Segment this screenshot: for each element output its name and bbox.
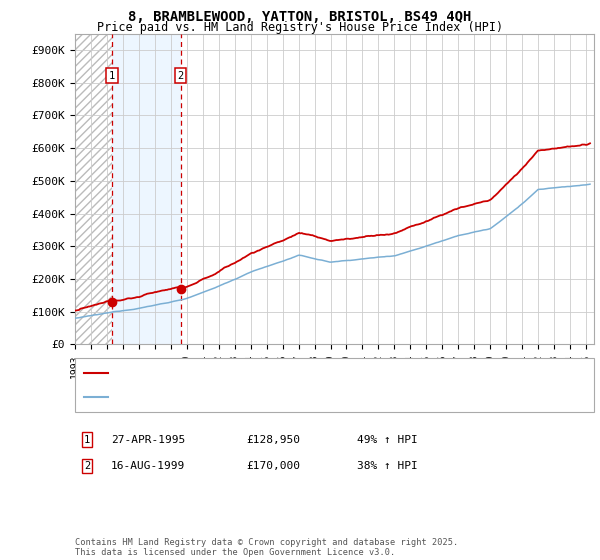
Text: 38% ↑ HPI: 38% ↑ HPI <box>357 461 418 471</box>
Text: HPI: Average price, detached house, North Somerset: HPI: Average price, detached house, Nort… <box>111 391 424 402</box>
Text: 8, BRAMBLEWOOD, YATTON, BRISTOL, BS49 4QH: 8, BRAMBLEWOOD, YATTON, BRISTOL, BS49 4Q… <box>128 10 472 24</box>
Text: 8, BRAMBLEWOOD, YATTON, BRISTOL, BS49 4QH (detached house): 8, BRAMBLEWOOD, YATTON, BRISTOL, BS49 4Q… <box>111 368 473 379</box>
Text: £170,000: £170,000 <box>246 461 300 471</box>
Text: Price paid vs. HM Land Registry's House Price Index (HPI): Price paid vs. HM Land Registry's House … <box>97 21 503 34</box>
Text: 2: 2 <box>178 71 184 81</box>
Text: 2: 2 <box>84 461 90 471</box>
Text: 16-AUG-1999: 16-AUG-1999 <box>111 461 185 471</box>
Bar <box>75 34 112 344</box>
Text: 27-APR-1995: 27-APR-1995 <box>111 435 185 445</box>
Bar <box>112 34 181 344</box>
Text: £128,950: £128,950 <box>246 435 300 445</box>
Text: 1: 1 <box>84 435 90 445</box>
Text: 49% ↑ HPI: 49% ↑ HPI <box>357 435 418 445</box>
Text: Contains HM Land Registry data © Crown copyright and database right 2025.
This d: Contains HM Land Registry data © Crown c… <box>75 538 458 557</box>
Text: 1: 1 <box>109 71 115 81</box>
